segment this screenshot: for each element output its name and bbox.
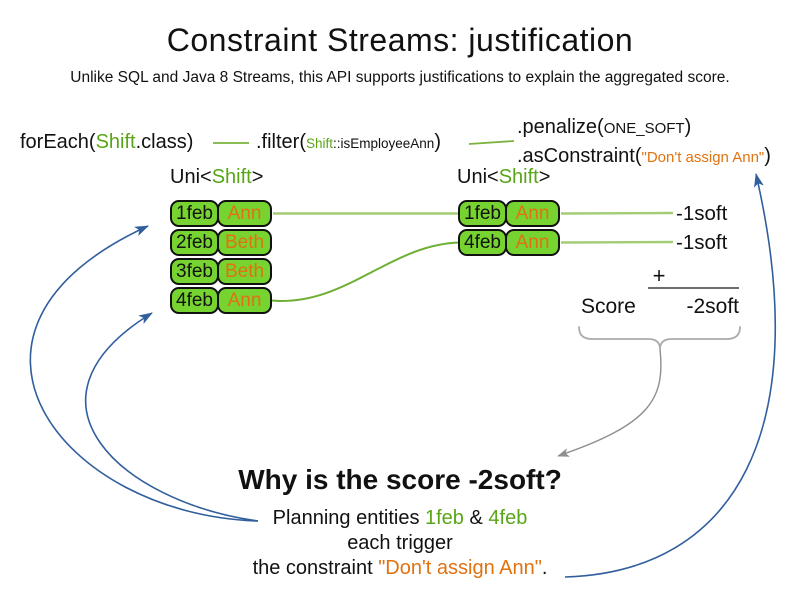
blue-arrow-constraint <box>564 173 776 578</box>
gray-arrow-score-to-why <box>557 348 662 457</box>
stream-curve-4feb <box>271 241 461 302</box>
pipeline-link-filter-penalize <box>468 140 515 145</box>
penalty-line-1 <box>560 211 674 215</box>
score-brace <box>578 326 741 350</box>
blue-arrow-entity-1feb <box>29 225 259 522</box>
blue-arrow-entity-4feb <box>84 312 259 522</box>
penalty-line-2 <box>560 240 674 244</box>
